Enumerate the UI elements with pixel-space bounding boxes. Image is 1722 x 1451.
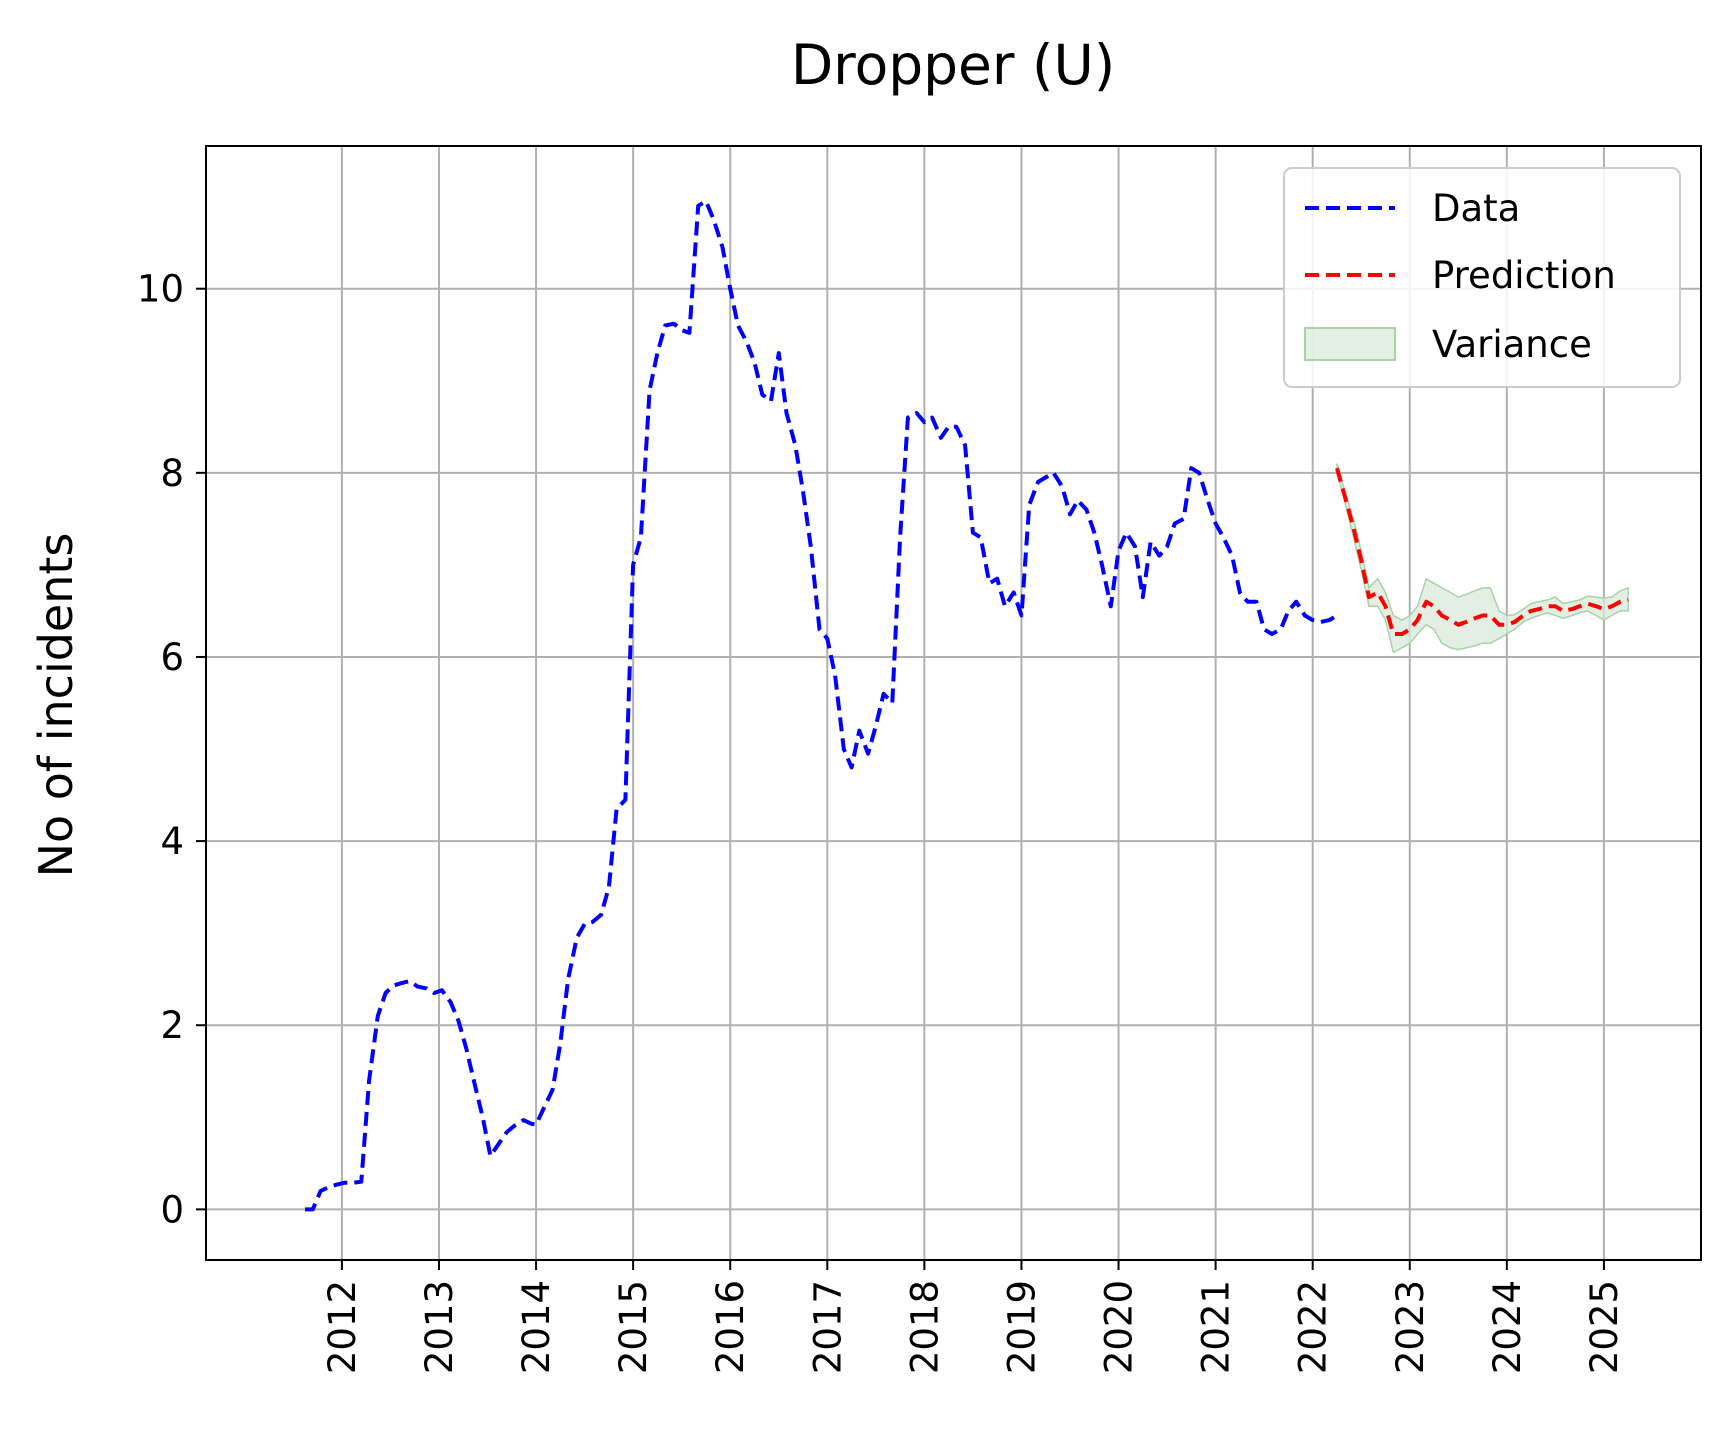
x-tick-label: 2021: [1195, 1280, 1238, 1374]
data-series-line: [305, 199, 1339, 1212]
y-axis-ticks: 0 2 4 6 8 10: [137, 268, 206, 1231]
chart-title: Dropper (U): [791, 33, 1115, 97]
legend: Data Prediction Variance: [1283, 167, 1681, 388]
prediction-series-line: [1335, 467, 1629, 636]
y-axis-label: No of incidents: [29, 533, 83, 878]
legend-data-label: Data: [1432, 187, 1520, 230]
legend-variance-label: Variance: [1432, 323, 1592, 366]
x-tick-label: 2022: [1292, 1280, 1335, 1374]
x-tick-label: 2016: [709, 1280, 752, 1374]
x-tick-label: 2023: [1389, 1280, 1432, 1374]
x-tick-label: 2018: [903, 1280, 946, 1374]
x-axis-ticks: 2012 2013 2014 2015 2016 2017 2018 2019 2020 2021…: [321, 1260, 1626, 1374]
series-layer: [305, 199, 1629, 1212]
x-tick-label: 2013: [418, 1280, 461, 1374]
y-tick-label: 0: [160, 1188, 184, 1231]
y-tick-label: 2: [160, 1004, 184, 1047]
x-tick-label: 2024: [1486, 1280, 1529, 1374]
x-tick-label: 2017: [806, 1280, 849, 1374]
y-tick-label: 10: [137, 268, 184, 311]
x-tick-label: 2025: [1583, 1280, 1626, 1374]
x-tick-label: 2019: [1000, 1280, 1043, 1374]
legend-variance-swatch: [1304, 327, 1396, 361]
y-tick-label: 4: [160, 820, 184, 863]
y-tick-label: 8: [160, 452, 184, 495]
x-tick-label: 2012: [321, 1280, 364, 1374]
x-tick-label: 2014: [515, 1280, 558, 1374]
x-tick-label: 2015: [612, 1280, 655, 1374]
x-tick-label: 2020: [1098, 1280, 1141, 1374]
y-tick-label: 6: [160, 636, 184, 679]
legend-prediction-label: Prediction: [1432, 254, 1616, 297]
plot-area-frame: [205, 145, 1702, 1261]
